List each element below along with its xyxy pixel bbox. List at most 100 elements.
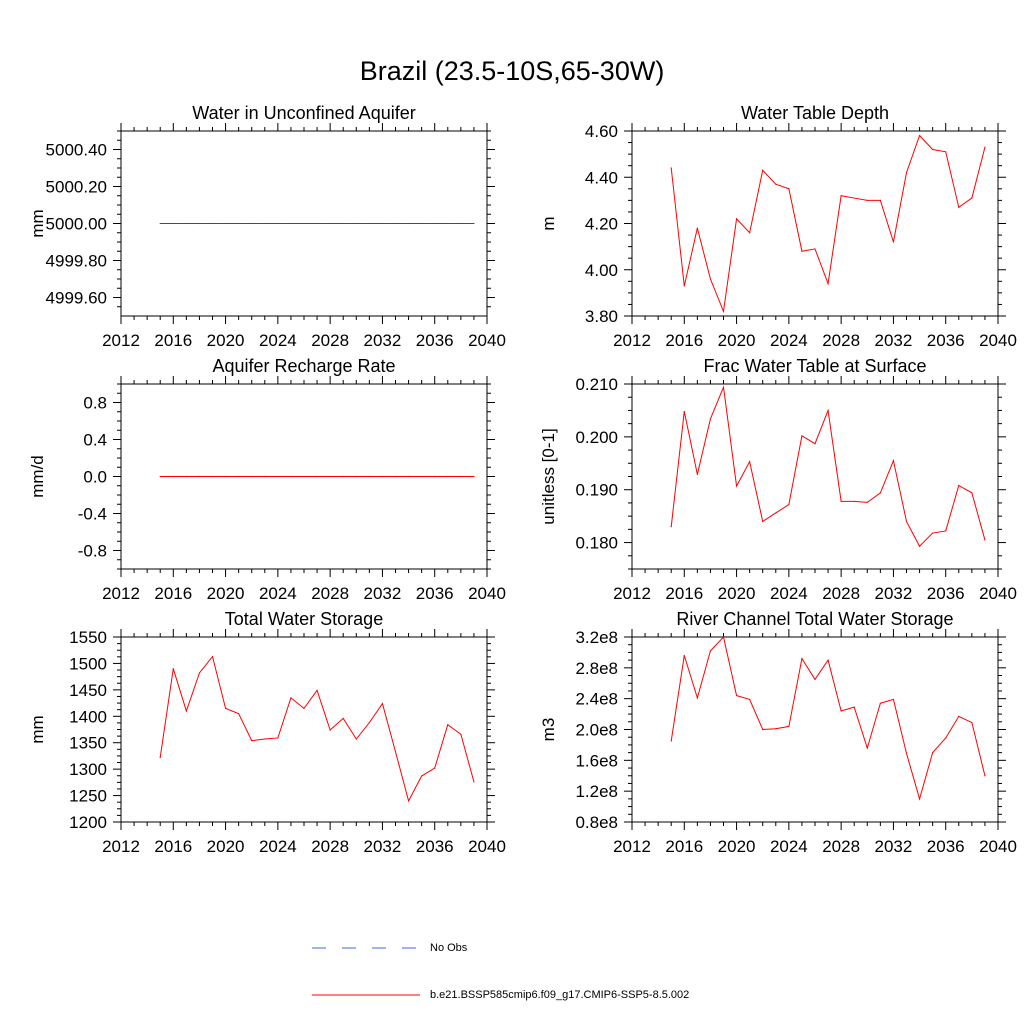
data-point	[172, 222, 174, 225]
data-point	[945, 737, 947, 739]
data-point	[421, 775, 423, 777]
data-point	[971, 492, 973, 494]
panel-water-table-depth: Water Table Depth m 2012 2016 2020 2024 2028 20…	[539, 103, 1017, 350]
data-point	[290, 475, 292, 478]
data-point	[866, 747, 868, 749]
data-point	[303, 222, 305, 225]
data-point	[762, 169, 764, 171]
data-point	[696, 473, 698, 475]
data-point	[329, 222, 331, 225]
y-axis-label: mm	[28, 715, 47, 743]
data-point	[172, 475, 174, 478]
x-tick-label: 2036	[416, 331, 454, 350]
data-point	[198, 222, 201, 225]
data-point	[853, 706, 855, 708]
y-tick-label: 2.8e8	[575, 659, 618, 678]
data-point	[185, 710, 187, 712]
x-tick-label: 2040	[468, 837, 506, 856]
data-point	[971, 721, 973, 724]
data-point	[670, 526, 672, 528]
y-tick-label: 1.6e8	[575, 751, 618, 770]
data-point	[394, 751, 397, 753]
x-tick-label: 2020	[718, 331, 756, 350]
x-tick-label: 2032	[875, 837, 913, 856]
panel-title: Aquifer Recharge Rate	[212, 356, 395, 376]
data-point	[316, 475, 318, 478]
data-point	[316, 689, 318, 691]
plot-frame	[631, 130, 999, 317]
x-tick-label: 2024	[259, 584, 297, 603]
data-point	[958, 715, 960, 718]
data-point	[905, 172, 908, 174]
data-point	[762, 728, 764, 731]
panel-aquifer-recharge-rate: Aquifer Recharge Rate mm/d 2012 2016 2020 202…	[28, 356, 506, 603]
data-point	[342, 475, 344, 478]
y-axis-label: m3	[539, 718, 558, 742]
data-point	[749, 698, 751, 701]
data-point	[722, 636, 725, 638]
data-point	[932, 752, 934, 754]
x-tick-label: 2016	[665, 331, 703, 350]
y-tick-label: 3.80	[585, 307, 618, 326]
x-tick-label: 2016	[665, 584, 703, 603]
data-point	[434, 475, 436, 478]
y-tick-label: 0.0	[83, 468, 107, 487]
panel-total-water-storage: Total Water Storage mm 2012 2016 2020 2024 202…	[28, 609, 506, 856]
data-point	[801, 250, 803, 252]
data-point	[394, 475, 397, 478]
x-tick-label: 2028	[822, 331, 860, 350]
data-point	[709, 650, 712, 652]
y-tick-label: 0.190	[575, 481, 618, 500]
data-point	[355, 738, 357, 740]
series-line	[670, 134, 986, 314]
data-point	[775, 728, 777, 730]
data-point	[984, 775, 986, 777]
data-point	[749, 232, 751, 234]
panel-frac-water-table-at-surface: Frac Water Table at Surface unitless [0-1…	[539, 356, 1017, 603]
data-point	[251, 222, 253, 225]
data-point	[905, 752, 908, 755]
y-tick-label: 2.0e8	[575, 721, 618, 740]
data-point	[853, 500, 855, 502]
data-point	[355, 222, 357, 225]
x-tick-label: 2036	[927, 584, 965, 603]
data-point	[696, 227, 698, 229]
data-point	[801, 657, 803, 660]
x-tick-label: 2012	[613, 837, 651, 856]
x-tick-label: 2016	[154, 584, 192, 603]
data-point	[892, 460, 895, 462]
x-tick-label: 2020	[718, 584, 756, 603]
data-point	[394, 222, 397, 225]
y-tick-label: 5000.00	[46, 215, 107, 234]
x-tick-label: 2032	[364, 584, 402, 603]
data-point	[329, 729, 331, 731]
x-tick-label: 2032	[364, 837, 402, 856]
panel-title: Water in Unconfined Aquifer	[192, 103, 415, 123]
data-point	[735, 218, 738, 220]
x-tick-label: 2020	[207, 837, 245, 856]
data-point	[801, 435, 803, 437]
y-tick-label: 4999.60	[46, 289, 107, 308]
data-point	[735, 694, 738, 697]
x-tick-label: 2020	[207, 584, 245, 603]
x-tick-label: 2012	[102, 331, 140, 350]
data-point	[447, 724, 449, 726]
x-tick-label: 2020	[718, 837, 756, 856]
data-point	[932, 532, 934, 534]
legend-label-model: b.e21.BSSP585cmip6.f09_g17.CMIP6-SSP5-8.…	[430, 989, 690, 1001]
data-point	[932, 148, 934, 151]
data-point	[434, 222, 436, 225]
data-point	[460, 733, 462, 735]
data-point	[709, 278, 712, 280]
data-point	[303, 475, 305, 478]
data-point	[447, 475, 449, 478]
y-tick-label: 1350	[69, 734, 107, 753]
data-point	[198, 475, 201, 478]
data-point	[905, 520, 908, 523]
data-point	[238, 713, 240, 715]
panel-title: Total Water Storage	[225, 609, 383, 629]
data-point	[814, 443, 816, 445]
data-point	[159, 475, 161, 478]
data-point	[264, 475, 266, 478]
